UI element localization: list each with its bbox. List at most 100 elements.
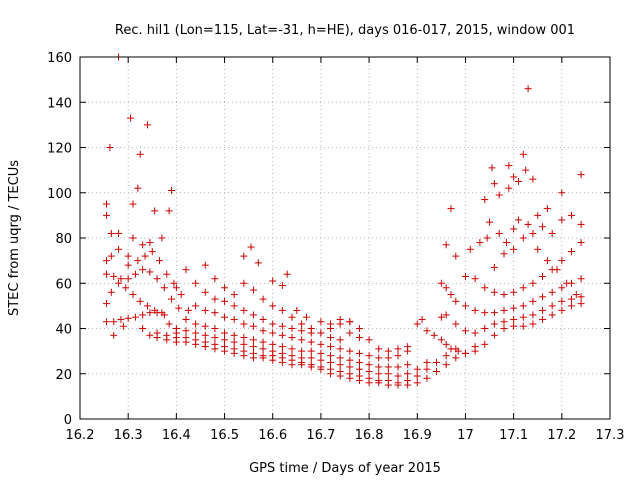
data-point xyxy=(486,218,494,226)
data-point xyxy=(124,275,132,283)
data-point xyxy=(163,270,171,278)
data-point xyxy=(346,370,354,378)
data-point xyxy=(249,311,257,319)
data-point xyxy=(221,297,229,305)
data-point xyxy=(298,336,306,344)
data-point xyxy=(201,288,209,296)
data-point xyxy=(146,331,154,339)
data-point xyxy=(539,306,547,314)
data-point xyxy=(433,367,441,375)
data-point xyxy=(384,370,392,378)
data-point xyxy=(519,234,527,242)
data-point xyxy=(298,354,306,362)
data-point xyxy=(346,329,354,337)
data-point xyxy=(278,349,286,357)
data-point xyxy=(107,288,115,296)
data-point xyxy=(182,327,190,335)
data-point xyxy=(447,345,455,353)
data-point xyxy=(442,340,450,348)
data-point xyxy=(211,340,219,348)
data-point xyxy=(211,295,219,303)
data-point xyxy=(298,327,306,335)
data-point xyxy=(539,223,547,231)
data-point xyxy=(394,372,402,380)
data-point xyxy=(346,347,354,355)
data-point xyxy=(336,315,344,323)
data-point xyxy=(283,270,291,278)
data-point xyxy=(317,329,325,337)
data-point xyxy=(307,325,315,332)
data-point xyxy=(278,306,286,314)
data-point xyxy=(139,241,147,249)
data-point xyxy=(211,325,219,332)
data-point xyxy=(201,331,209,339)
data-point xyxy=(192,336,200,344)
data-point xyxy=(298,320,306,328)
x-tick-label: 17 xyxy=(457,428,474,443)
data-point xyxy=(129,200,137,208)
data-point xyxy=(141,252,149,260)
data-point xyxy=(365,336,373,344)
data-point xyxy=(500,325,508,332)
data-point xyxy=(375,370,383,378)
data-point xyxy=(240,320,248,328)
data-point xyxy=(259,327,267,335)
data-point xyxy=(481,196,489,204)
data-point xyxy=(307,338,315,346)
data-point xyxy=(336,361,344,369)
data-point xyxy=(317,318,325,326)
data-point xyxy=(346,318,354,326)
data-point xyxy=(307,361,315,369)
data-point xyxy=(447,291,455,299)
data-point xyxy=(134,257,142,265)
data-point xyxy=(500,291,508,299)
data-point xyxy=(278,331,286,339)
data-point xyxy=(254,259,262,267)
data-point xyxy=(259,315,267,323)
data-point xyxy=(567,211,575,219)
data-point xyxy=(355,325,363,332)
data-point xyxy=(106,144,114,151)
y-tick-label: 160 xyxy=(47,51,72,66)
x-tick-label: 17.2 xyxy=(547,428,576,443)
data-point xyxy=(365,367,373,375)
data-point xyxy=(165,320,173,328)
data-point xyxy=(543,257,551,265)
data-point xyxy=(577,300,585,308)
data-point xyxy=(182,266,190,274)
x-axis-label: GPS time / Days of year 2015 xyxy=(249,461,441,476)
data-point xyxy=(567,248,575,256)
data-point xyxy=(129,291,137,299)
data-point xyxy=(510,315,518,323)
data-point xyxy=(168,295,176,303)
data-point xyxy=(423,374,431,382)
data-point xyxy=(146,239,154,247)
data-point xyxy=(146,309,154,317)
data-point xyxy=(529,320,537,328)
data-point xyxy=(442,361,450,369)
data-point xyxy=(317,363,325,371)
data-point xyxy=(558,306,566,314)
data-point xyxy=(211,275,219,283)
data-point xyxy=(413,372,421,380)
data-point xyxy=(433,358,441,366)
data-point xyxy=(110,272,118,280)
data-point xyxy=(418,315,426,323)
data-point xyxy=(249,336,257,344)
data-point xyxy=(447,205,455,213)
data-point xyxy=(211,334,219,342)
data-point xyxy=(539,293,547,301)
data-point xyxy=(201,338,209,346)
data-point xyxy=(384,354,392,362)
data-point xyxy=(452,320,460,328)
data-point xyxy=(519,313,527,321)
x-tick-label: 17.1 xyxy=(499,428,528,443)
data-point xyxy=(510,225,518,233)
data-point xyxy=(160,284,168,292)
data-point xyxy=(375,345,383,353)
data-point xyxy=(156,257,163,265)
data-point xyxy=(394,345,402,353)
data-point xyxy=(442,311,450,319)
data-point xyxy=(230,291,238,299)
data-point xyxy=(115,245,123,253)
